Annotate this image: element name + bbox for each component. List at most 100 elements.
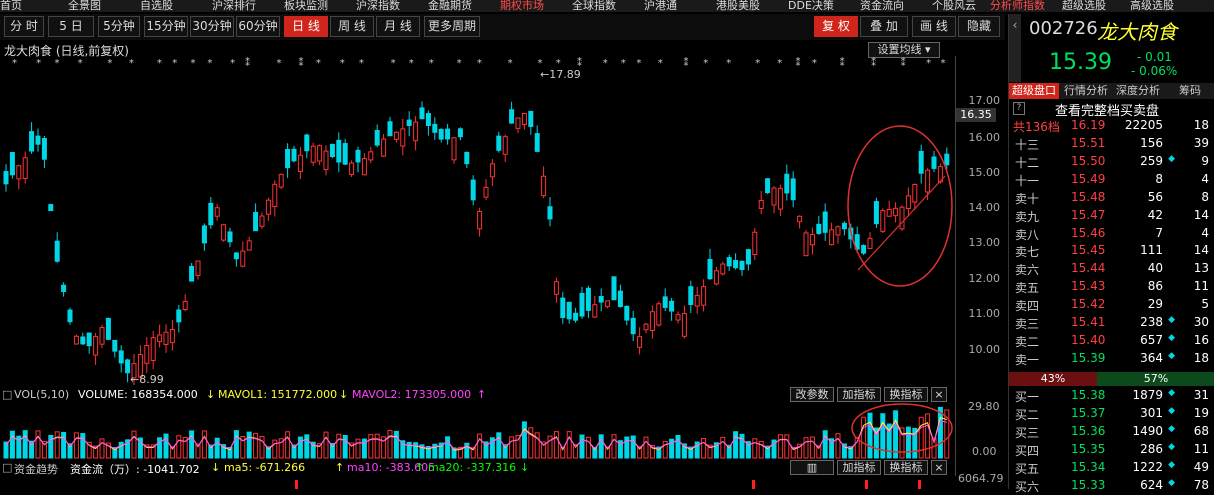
- candle: [157, 324, 163, 348]
- ask-row[interactable]: 卖八 15.46 7 4: [1009, 226, 1214, 242]
- bid-row[interactable]: 买三 15.36 1490 68 ◆: [1009, 424, 1214, 440]
- volume-bar: [521, 421, 527, 459]
- candle: [585, 285, 591, 319]
- ask-row[interactable]: 卖七 15.45 111 14: [1009, 243, 1214, 259]
- ma-settings-button[interactable]: 设置均线 ▾: [868, 42, 940, 58]
- volume-bar: [163, 433, 169, 459]
- volume-bar: [611, 434, 617, 459]
- orderbook-price: 15.46: [1071, 225, 1106, 240]
- stock-code: 002726: [1029, 18, 1098, 39]
- volume-bar: [150, 444, 156, 459]
- bid-row[interactable]: 买五 15.34 1222 49 ◆: [1009, 460, 1214, 476]
- fund-flow-chart[interactable]: [0, 478, 956, 489]
- fund-flow-switch-indicator-button[interactable]: 换指标: [884, 460, 928, 475]
- topnav-item[interactable]: 自选股: [140, 0, 173, 12]
- help-icon[interactable]: ?: [1013, 102, 1025, 115]
- quote-tab[interactable]: 行情分析: [1061, 83, 1111, 99]
- view-full-orderbook-link[interactable]: 查看完整档买卖盘: [1055, 104, 1160, 119]
- candle: [483, 179, 489, 200]
- period-button[interactable]: 5分钟: [98, 16, 140, 37]
- topnav-item[interactable]: 高级选股: [1130, 0, 1174, 12]
- period-button[interactable]: 月 线: [376, 16, 420, 37]
- fund-flow-ma5: ma5: -671.266: [224, 461, 306, 474]
- quote-tab[interactable]: 筹码: [1165, 83, 1214, 99]
- bid-row[interactable]: 买一 15.38 1879 31 ◆: [1009, 388, 1214, 404]
- event-marker: *: [812, 58, 817, 69]
- topnav-item[interactable]: 资金流向: [860, 0, 904, 12]
- fund-flow-add-indicator-button[interactable]: 加指标: [837, 460, 881, 475]
- period-button[interactable]: 分 时: [4, 16, 44, 37]
- volume-chart[interactable]: [0, 402, 956, 459]
- topnav-item[interactable]: 个股风云: [932, 0, 976, 12]
- volume-bar: [912, 427, 918, 459]
- event-marker: ⁑: [577, 56, 582, 69]
- period-button[interactable]: 日 线: [284, 16, 328, 37]
- ask-row[interactable]: 卖十 15.48 56 8: [1009, 190, 1214, 206]
- topnav-item[interactable]: 分析师指数: [990, 0, 1045, 12]
- ask-row[interactable]: 十三 15.51 156 39: [1009, 136, 1214, 152]
- ask-row[interactable]: 卖三 15.41 238 30 ◆: [1009, 315, 1214, 331]
- candle: [829, 222, 835, 246]
- orderbook-label: 卖四: [1015, 299, 1040, 314]
- close-icon[interactable]: ×: [931, 460, 947, 475]
- orderbook-vol: 657: [1140, 332, 1163, 347]
- event-marker: *: [703, 58, 708, 69]
- toolbar-right-button[interactable]: 隐藏: [958, 16, 1000, 37]
- topnav-item[interactable]: 首页: [0, 0, 22, 12]
- orderbook-label: 买二: [1015, 407, 1040, 422]
- ask-row[interactable]: 卖一 15.39 364 18 ◆: [1009, 351, 1214, 367]
- topnav-item[interactable]: 期权市场: [500, 0, 544, 12]
- change-params-button[interactable]: 改参数: [790, 387, 834, 402]
- ask-row[interactable]: 十二 15.50 259 9 ◆: [1009, 154, 1214, 170]
- candlestick-chart[interactable]: * * * * * * * * * * * ⁑ * ⁑ * * * * * * * * * * * ⁑ * * * * ⁑ * * * * ⁑ * ⁑ ⁑ ⁑…: [0, 56, 956, 386]
- bid-row[interactable]: 买四 15.35 286 11 ◆: [1009, 442, 1214, 458]
- volume-bar: [285, 431, 291, 459]
- orderbook-price: 15.47: [1071, 207, 1106, 222]
- topnav-item[interactable]: 全球指数: [572, 0, 616, 12]
- switch-indicator-button[interactable]: 换指标: [884, 387, 928, 402]
- ask-row[interactable]: 卖五 15.43 86 11: [1009, 279, 1214, 295]
- event-marker: ⁑: [245, 56, 250, 69]
- topnav-item[interactable]: 沪港通: [644, 0, 677, 12]
- ask-row[interactable]: 卖二 15.40 657 16 ◆: [1009, 333, 1214, 349]
- toolbar-right-button[interactable]: 复 权: [814, 16, 858, 37]
- volume-bar: [739, 433, 745, 459]
- ask-row[interactable]: 卖九 15.47 42 14: [1009, 208, 1214, 224]
- period-button[interactable]: 更多周期: [424, 16, 480, 37]
- quote-tab[interactable]: 深度分析: [1113, 83, 1163, 99]
- ask-row[interactable]: 卖六 15.44 40 13: [1009, 261, 1214, 277]
- volume-bar: [809, 436, 815, 459]
- period-button[interactable]: 周 线: [330, 16, 374, 37]
- topnav-item[interactable]: DDE决策: [788, 0, 834, 12]
- topnav-item[interactable]: 港股美股: [716, 0, 760, 12]
- candle: [73, 334, 79, 345]
- ask-row[interactable]: 卖四 15.42 29 5: [1009, 297, 1214, 313]
- bid-row[interactable]: 买二 15.37 301 19 ◆: [1009, 406, 1214, 422]
- toolbar-right-button[interactable]: 画 线: [912, 16, 956, 37]
- volume-bar: [886, 423, 892, 459]
- panel-collapse-handle[interactable]: ‹: [1009, 14, 1021, 82]
- topnav-item[interactable]: 板块监测: [284, 0, 328, 12]
- down-arrow-icon: ↓: [206, 388, 216, 401]
- add-indicator-button[interactable]: 加指标: [837, 387, 881, 402]
- topnav-item[interactable]: 沪深排行: [212, 0, 256, 12]
- bid-row[interactable]: 买六 15.33 624 78 ◆: [1009, 478, 1214, 494]
- ask-row[interactable]: 十一 15.49 8 4: [1009, 172, 1214, 188]
- period-button[interactable]: 30分钟: [190, 16, 234, 37]
- fund-flow-icon-button[interactable]: ▥: [790, 460, 834, 475]
- period-button[interactable]: 15分钟: [144, 16, 188, 37]
- topnav-item[interactable]: 全景图: [68, 0, 101, 12]
- topnav-item[interactable]: 超级选股: [1062, 0, 1106, 12]
- toolbar-right-button[interactable]: 叠 加: [860, 16, 908, 37]
- topnav-item[interactable]: 沪深指数: [356, 0, 400, 12]
- volume-bar: [425, 446, 431, 459]
- topnav-item[interactable]: 金融期货: [428, 0, 472, 12]
- event-marker: *: [537, 58, 542, 69]
- volume-bar: [688, 446, 694, 459]
- event-marker: ⁑: [298, 56, 303, 69]
- period-button[interactable]: 60分钟: [236, 16, 280, 37]
- total-volume: 22205: [1124, 118, 1163, 132]
- close-icon[interactable]: ×: [931, 387, 947, 402]
- period-button[interactable]: 5 日: [48, 16, 94, 37]
- quote-tab[interactable]: 超级盘口: [1009, 83, 1059, 99]
